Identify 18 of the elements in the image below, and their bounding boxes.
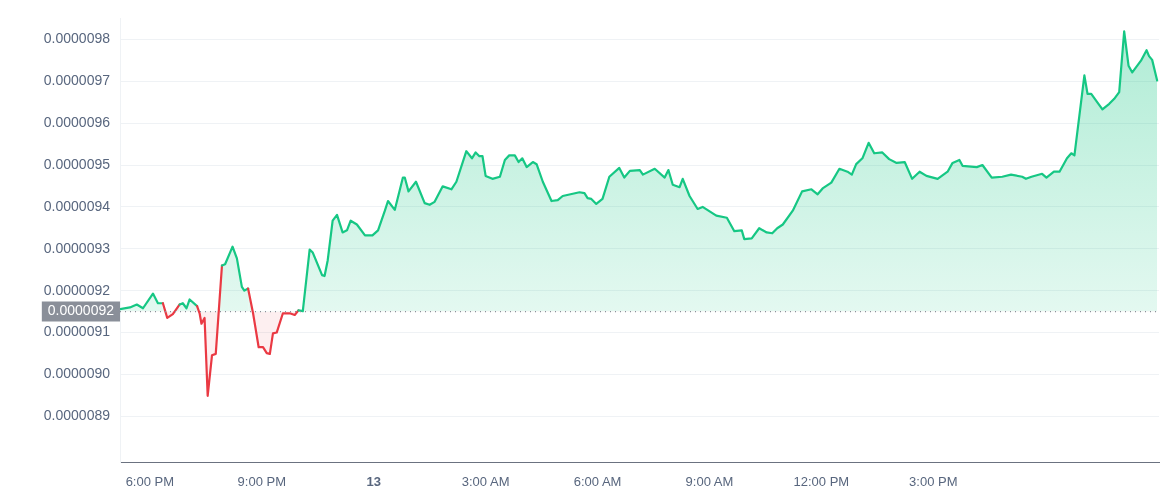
y-tick-label: 0.0000096 [43, 113, 111, 130]
x-tick-label: 9:00 AM [685, 473, 734, 489]
y-tick-label: 0.0000090 [43, 365, 111, 382]
y-tick-label: 0.0000095 [43, 155, 111, 172]
y-tick-label: 0.0000098 [43, 30, 111, 47]
y-tick-label: 0.0000097 [43, 72, 111, 89]
x-tick-label: 3:00 PM [909, 473, 958, 489]
x-tick-label: 12:00 PM [793, 473, 850, 489]
y-tick-label: 0.0000091 [43, 323, 111, 340]
y-tick-label: 0.0000093 [43, 239, 111, 256]
x-tick-label: 6:00 PM [125, 473, 175, 489]
y-tick-label: 0.0000092 [43, 281, 111, 298]
y-tick-label: 0.0000089 [43, 407, 111, 424]
x-tick-label: 3:00 AM [461, 473, 510, 489]
x-tick-label: 6:00 AM [573, 473, 622, 489]
x-tick-label: 13 [366, 473, 381, 489]
y-tick-label: 0.0000094 [43, 197, 111, 214]
x-tick-label: 9:00 PM [237, 473, 286, 489]
